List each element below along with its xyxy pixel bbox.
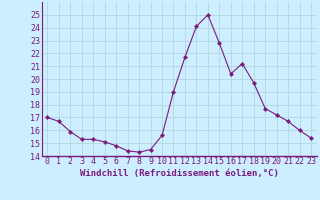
X-axis label: Windchill (Refroidissement éolien,°C): Windchill (Refroidissement éolien,°C) (80, 169, 279, 178)
